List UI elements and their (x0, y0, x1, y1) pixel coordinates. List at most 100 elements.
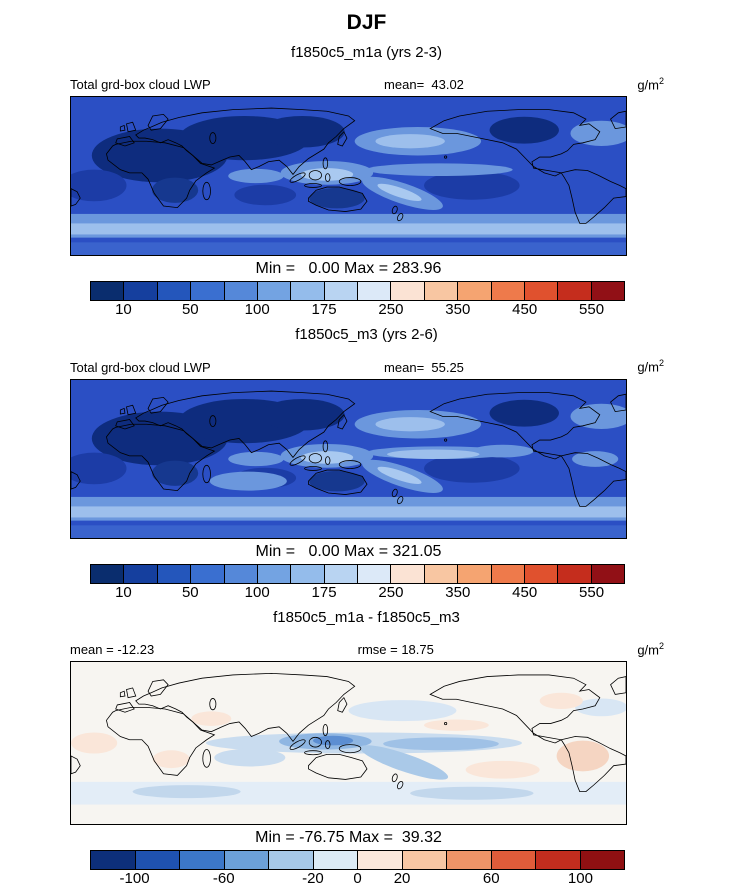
colorbar-cell (458, 282, 492, 301)
colorbar-tick-label: 550 (579, 583, 605, 601)
colorbar-tick-label: 100 (244, 301, 270, 319)
colorbar-tick-label: 250 (378, 301, 404, 319)
colorbar-tick-label: 450 (512, 301, 538, 319)
colorbar-cell (524, 282, 559, 301)
colorbar-tick-label: -100 (119, 869, 150, 883)
colorbar-cell (558, 282, 592, 301)
panel2-map-frame (70, 378, 627, 539)
colorbar-cell (257, 564, 292, 583)
panel1-subtitle: f1850c5_m1a (yrs 2-3) (291, 44, 442, 61)
colorbar-cell (491, 564, 525, 583)
colorbar-cell (191, 282, 225, 301)
units-exponent: 2 (658, 76, 664, 86)
panel-model2: f1850c5_m3 (yrs 2-6) Total grd-box cloud… (0, 326, 733, 601)
units-text: g/m (637, 641, 659, 657)
colorbar-tick-label: 175 (311, 301, 337, 319)
panel3-header-row: mean = -12.23 rmse = 18.75 g/m2 (70, 639, 664, 657)
map-plot-difference (70, 660, 627, 825)
panel-model1: f1850c5_m1a (yrs 2-3) Total grd-box clou… (0, 44, 733, 318)
colorbar-tick-label: -60 (212, 869, 235, 883)
colorbar-cell (558, 564, 592, 583)
colorbar-cell (458, 564, 492, 583)
panel2-minmax: Min = 0.00 Max = 321.05 (255, 542, 442, 560)
colorbar-tick-label: 100 (567, 869, 593, 883)
colorbar-cell (124, 564, 158, 583)
panel1-colorbar: 10 50 100 175 250 350 450 550 (90, 281, 625, 318)
colorbar-tick-row: 10 50 100 175 250 350 450 550 (90, 584, 625, 601)
colorbar-tick-label: 550 (579, 301, 605, 319)
panel3-colorbar: -100 -60 -20 0 20 60 100 (90, 849, 625, 883)
colorbar-cell (324, 564, 358, 583)
colorbar-cell (358, 282, 392, 301)
colorbar-cell (424, 282, 459, 301)
panel2-variable-label: Total grd-box cloud LWP (70, 359, 211, 375)
colorbar-cell (91, 850, 136, 869)
colorbar-cell (313, 850, 358, 869)
colorbar-cell (358, 850, 403, 869)
colorbar-cell (580, 850, 624, 869)
panel3-map-frame (70, 660, 627, 825)
colorbar-cell (536, 850, 581, 869)
colorbar-cell (424, 564, 459, 583)
colorbar-tick-label: 100 (244, 583, 270, 601)
panel1-minmax: Min = 0.00 Max = 283.96 (255, 260, 442, 278)
colorbar-cells (90, 281, 625, 302)
colorbar-cell (402, 850, 447, 869)
colorbar-tick-row: 10 50 100 175 250 350 450 550 (90, 301, 625, 318)
colorbar-tick-label: 0 (353, 869, 362, 883)
colorbar-tick-label: 350 (445, 301, 471, 319)
colorbar-tick-label: 50 (181, 583, 199, 601)
panel2-mean-label: mean= 55.25 (384, 359, 464, 375)
colorbar-cell (224, 850, 269, 869)
colorbar-tick-label: 175 (311, 583, 337, 601)
colorbar-cell (291, 564, 325, 583)
colorbar-cell (447, 850, 492, 869)
season-title: DJF (346, 11, 387, 34)
panel1-mean-label: mean= 43.02 (384, 77, 464, 93)
colorbar-cell (324, 282, 358, 301)
panel1-units-label: g/m2 (637, 74, 664, 92)
colorbar-cell (157, 282, 192, 301)
colorbar-tick-row: -100 -60 -20 0 20 60 100 (90, 870, 625, 883)
colorbar-cells (90, 849, 625, 870)
colorbar-cells (90, 563, 625, 584)
map-plot-model1 (70, 96, 627, 257)
colorbar-tick-label: -20 (302, 869, 324, 883)
panel2-colorbar: 10 50 100 175 250 350 450 550 (90, 563, 625, 601)
colorbar-tick-label: 250 (378, 583, 404, 601)
units-text: g/m (637, 359, 659, 375)
panel1-variable-label: Total grd-box cloud LWP (70, 77, 211, 93)
colorbar-tick-label: 450 (512, 583, 538, 601)
units-text: g/m (637, 77, 659, 93)
colorbar-cell (91, 564, 125, 583)
colorbar-cell (491, 850, 536, 869)
panel1-map-frame (70, 96, 627, 257)
colorbar-cell (135, 850, 180, 869)
colorbar-tick-label: 350 (445, 583, 471, 601)
colorbar-cell (124, 282, 158, 301)
colorbar-tick-label: 10 (115, 301, 132, 319)
colorbar-cell (157, 564, 192, 583)
units-exponent: 2 (658, 358, 664, 369)
units-exponent: 2 (658, 640, 664, 651)
colorbar-cell (257, 282, 292, 301)
panel2-units-label: g/m2 (637, 356, 664, 374)
colorbar-tick-label: 20 (393, 869, 411, 883)
colorbar-cell (191, 564, 225, 583)
panel3-rmse-label: rmse = 18.75 (357, 641, 434, 657)
colorbar-cell (591, 282, 624, 301)
colorbar-cell (224, 564, 258, 583)
panel2-subtitle: f1850c5_m3 (yrs 2-6) (295, 326, 438, 344)
colorbar-tick-label: 60 (482, 869, 500, 883)
panel3-mean-label: mean = -12.23 (70, 641, 155, 657)
colorbar-cell (391, 564, 425, 583)
colorbar-cell (491, 282, 525, 301)
colorbar-cell (391, 282, 425, 301)
colorbar-cell (269, 850, 314, 869)
panel2-header-row: Total grd-box cloud LWP mean= 55.25 g/m2 (70, 356, 664, 374)
colorbar-tick-label: 10 (115, 583, 132, 601)
panel3-units-label: g/m2 (637, 639, 664, 657)
panel-difference: f1850c5_m1a - f1850c5_m3 mean = -12.23 r… (0, 609, 733, 883)
colorbar-cell (180, 850, 225, 869)
